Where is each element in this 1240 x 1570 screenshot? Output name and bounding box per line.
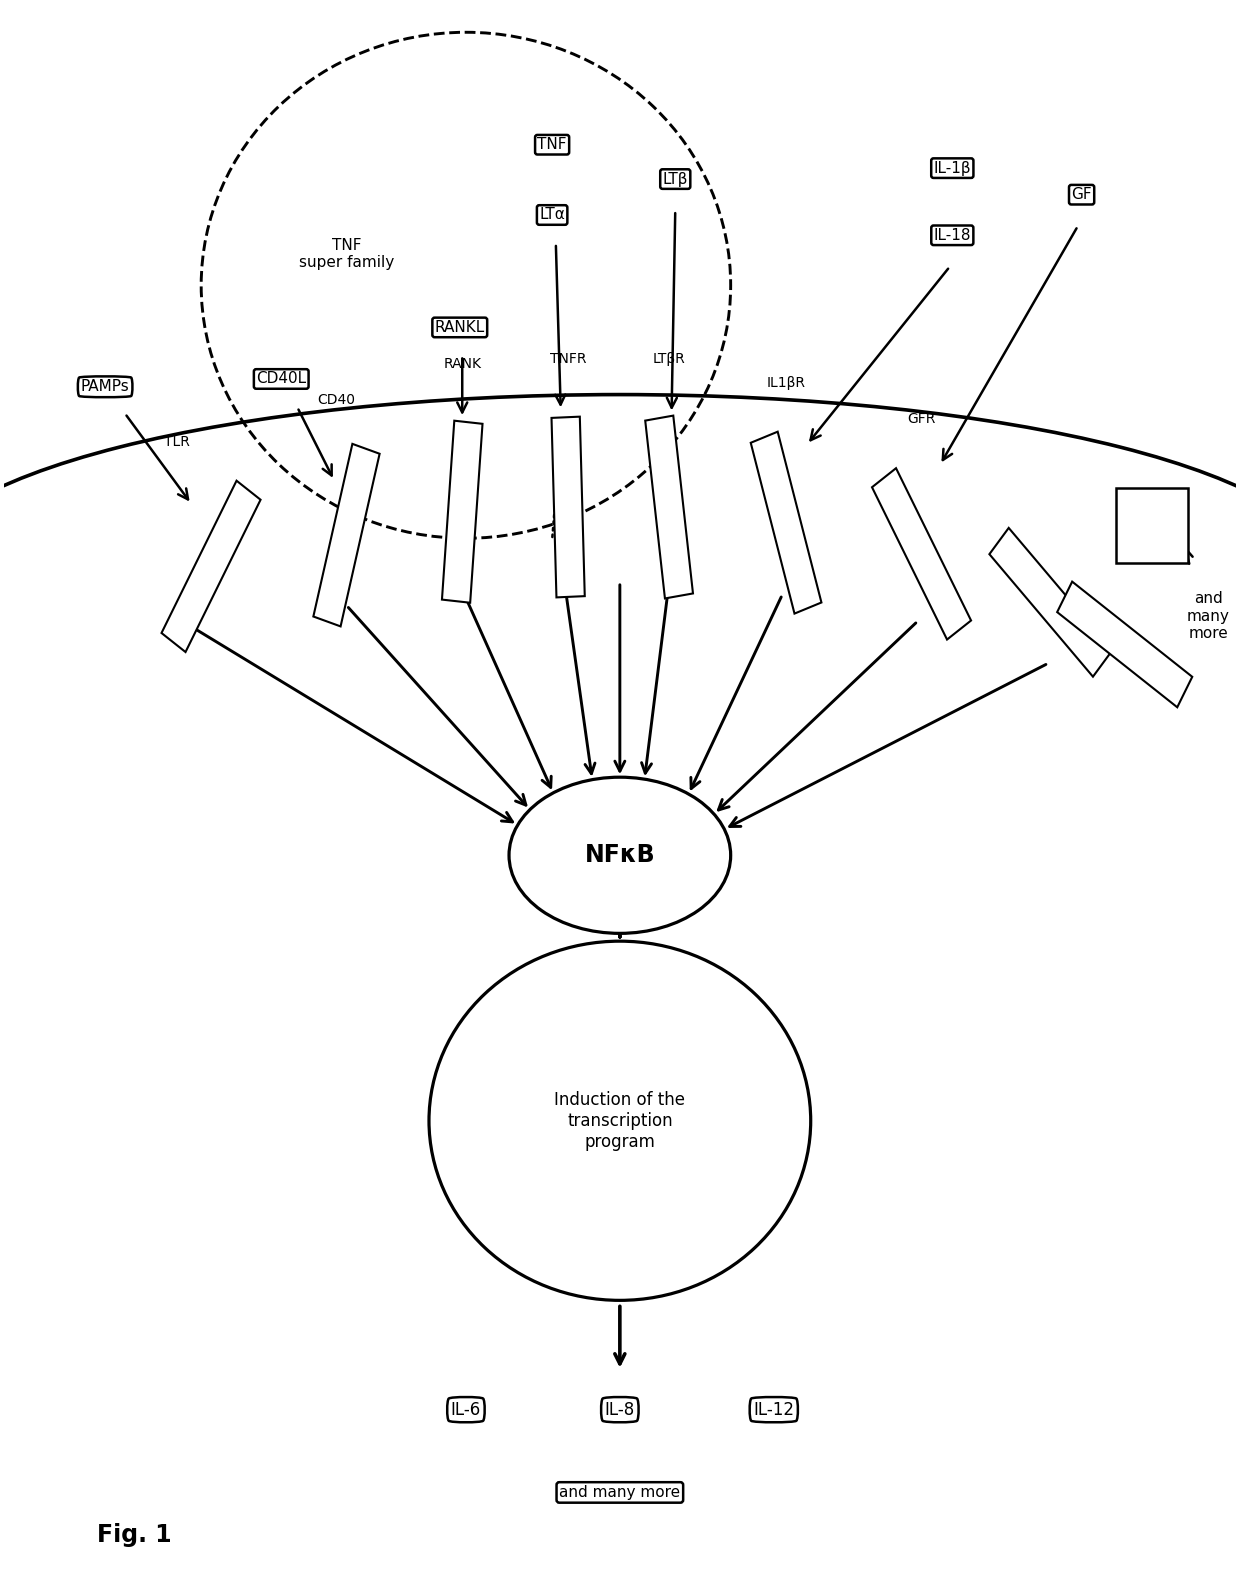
Text: IL1βR: IL1βR	[766, 375, 806, 389]
FancyBboxPatch shape	[1116, 488, 1188, 564]
Text: Fig. 1: Fig. 1	[97, 1523, 171, 1546]
Ellipse shape	[429, 940, 811, 1300]
Polygon shape	[314, 444, 379, 626]
Text: GFR: GFR	[908, 411, 936, 425]
Text: and
many
more: and many more	[1187, 592, 1230, 641]
Text: and many more: and many more	[559, 1485, 681, 1499]
Polygon shape	[990, 528, 1112, 677]
Text: IL-18: IL-18	[934, 228, 971, 243]
Text: LTα: LTα	[539, 207, 565, 223]
Polygon shape	[441, 421, 482, 603]
Text: RANK: RANK	[443, 356, 481, 371]
Text: PAMPs: PAMPs	[81, 380, 129, 394]
Ellipse shape	[510, 777, 730, 933]
Polygon shape	[1058, 581, 1193, 706]
Text: LTβR: LTβR	[652, 353, 686, 366]
Text: RANKL: RANKL	[435, 320, 485, 334]
Text: CD40: CD40	[317, 392, 356, 407]
Text: CD40L: CD40L	[257, 372, 306, 386]
Polygon shape	[552, 416, 585, 598]
Text: TNF: TNF	[537, 137, 567, 152]
Text: IL-1β: IL-1β	[934, 160, 971, 176]
Text: LTβ: LTβ	[662, 171, 688, 187]
Text: NFκB: NFκB	[584, 843, 655, 867]
Text: GF: GF	[1071, 187, 1092, 203]
Text: IL-8: IL-8	[605, 1400, 635, 1419]
Text: TNFR: TNFR	[549, 353, 587, 366]
Text: TLR: TLR	[164, 435, 190, 449]
Polygon shape	[645, 416, 693, 598]
Polygon shape	[750, 432, 821, 614]
Text: IL-6: IL-6	[451, 1400, 481, 1419]
Text: IL-12: IL-12	[753, 1400, 795, 1419]
Text: TNF
super family: TNF super family	[299, 237, 394, 270]
Polygon shape	[161, 480, 260, 652]
Text: Induction of the
transcription
program: Induction of the transcription program	[554, 1091, 686, 1151]
Polygon shape	[872, 468, 971, 639]
